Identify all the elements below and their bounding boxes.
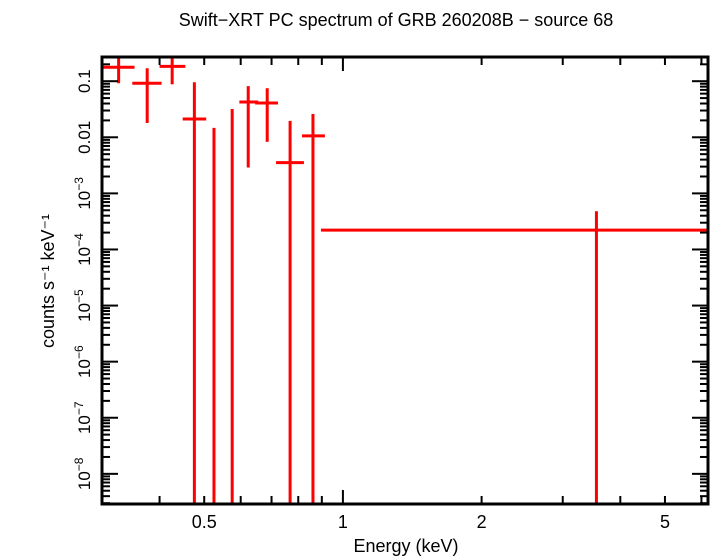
y-tick-label: 0.01 [75,121,94,154]
data-layer [102,57,708,504]
y-tick-exponent: −6 [72,345,86,359]
data-point [255,88,279,142]
y-tick-label: 10−5 [72,289,94,322]
y-tick-base: 10 [75,191,94,210]
data-point [239,86,259,168]
y-tick-label: 10−4 [72,233,94,266]
data-point [132,68,162,123]
x-axis-label: Energy (keV) [353,536,458,556]
y-tick-base: 10 [75,303,94,322]
x-tick-label: 5 [660,512,670,532]
y-axis-label: counts s⁻¹ keV⁻¹ [38,214,58,348]
y-tick-base: 10 [75,415,94,434]
y-tick-exponent: −7 [72,401,86,415]
y-tick-exponent: −3 [72,177,86,191]
data-point [320,211,708,504]
y-tick-label: 10−6 [72,345,94,378]
data-point [301,114,325,504]
y-tick-base: 10 [75,359,94,378]
x-tick-label: 0.5 [192,512,217,532]
plot-frame [100,55,710,506]
data-point [276,120,304,504]
y-tick-base: 10 [75,471,94,490]
y-tick-exponent: −8 [72,457,86,471]
y-tick-base: 0.01 [75,121,94,154]
y-tick-base: 10 [75,247,94,266]
data-point [159,57,186,85]
y-tick-base: 0.1 [75,69,94,93]
y-tick-exponent: −4 [72,233,86,247]
y-tick-label: 0.1 [75,69,94,93]
y-tick-label: 10−7 [72,401,94,434]
y-tick-label: 10−3 [72,177,94,210]
x-tick-label: 2 [477,512,487,532]
y-tick-label: 10−8 [72,457,94,490]
chart-title: Swift−XRT PC spectrum of GRB 260208B − s… [179,10,614,30]
y-tick-exponent: −5 [72,289,86,303]
data-point [102,57,135,84]
data-point [182,82,207,504]
x-tick-label: 1 [338,512,348,532]
